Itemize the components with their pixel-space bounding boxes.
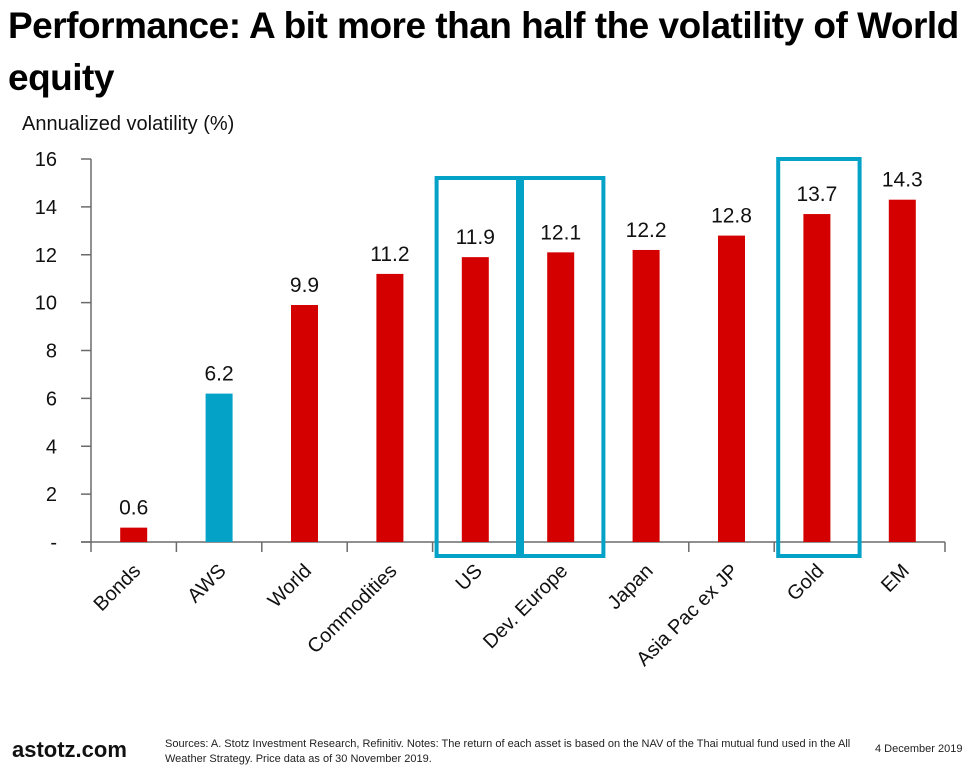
data-label: 6.2	[204, 363, 233, 386]
data-label: 13.7	[796, 183, 837, 206]
y-axis-label: Annualized volatility (%)	[22, 113, 235, 135]
bar-commodities	[376, 273, 404, 542]
data-label: 12.1	[540, 221, 581, 244]
x-tick-label: Bonds	[90, 560, 146, 616]
x-tick-label: Dev. Europe	[479, 560, 572, 653]
bar-gold	[803, 214, 831, 542]
data-label: 0.6	[119, 497, 148, 520]
bar-aws	[205, 393, 233, 542]
y-tick-label: 8	[46, 341, 57, 363]
bar-dev-europe	[547, 252, 575, 542]
bar-bonds	[120, 527, 148, 542]
bar-us	[461, 257, 489, 542]
page-title: Performance: A bit more than half the vo…	[8, 5, 959, 98]
x-tick-label: Japan	[604, 560, 658, 614]
y-tick-label: 6	[46, 388, 57, 410]
y-tick-label: 12	[35, 245, 57, 267]
y-tick-label: 4	[46, 436, 57, 458]
report-date: 4 December 2019	[875, 743, 963, 755]
data-label: 9.9	[290, 274, 319, 297]
bar-world	[291, 305, 318, 542]
data-label: 12.2	[626, 219, 667, 242]
bar-em	[888, 199, 916, 542]
bar-asia-pac-ex-jp	[718, 235, 745, 542]
brand-logo: astotz.com	[12, 737, 127, 762]
data-label: 12.8	[711, 205, 752, 228]
y-tick-label: 2	[46, 484, 57, 506]
highlight-box-dev-europe	[520, 176, 606, 558]
y-tick-label: -	[50, 532, 57, 554]
data-label: 14.3	[882, 169, 923, 192]
x-tick-label: Gold	[783, 560, 828, 605]
y-tick-label: 10	[35, 293, 57, 315]
data-label: 11.9	[456, 226, 495, 249]
highlight-boxes	[434, 157, 862, 558]
bar-japan	[632, 249, 660, 542]
data-label: 11.2	[370, 243, 409, 266]
bars	[120, 199, 916, 542]
x-tick-label: US	[452, 560, 487, 595]
x-tick-label: AWS	[183, 560, 230, 607]
highlight-box-us	[434, 176, 521, 558]
y-tick-label: 16	[35, 149, 57, 171]
y-tick-label: 14	[35, 197, 57, 219]
x-tick-label: EM	[877, 560, 914, 597]
x-tick-label: Commodities	[303, 560, 401, 658]
highlight-box-gold	[776, 157, 862, 558]
x-tick-label: World	[264, 560, 316, 612]
source-notes: Sources: A. Stotz Investment Research, R…	[165, 738, 851, 765]
data-labels: 0.6 6.2 9.9 11.2 11.9 12.1 12.2 12.8 13.7 14.3	[119, 169, 923, 520]
